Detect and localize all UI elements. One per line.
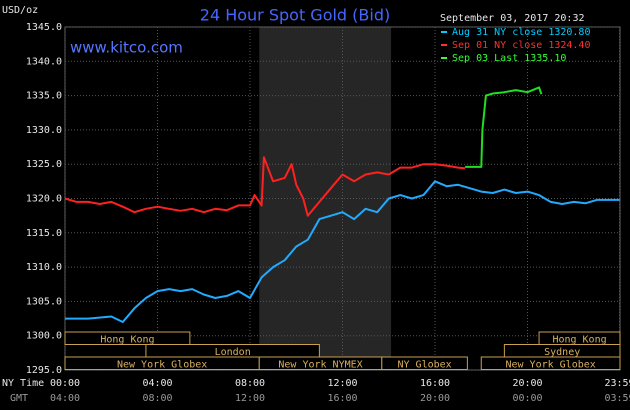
y-tick-label: 1325.0 bbox=[26, 159, 62, 170]
x-tick-label: 00:00 bbox=[50, 378, 80, 389]
y-tick-label: 1345.0 bbox=[26, 22, 62, 33]
x-tick-label: 23:59 bbox=[604, 378, 630, 389]
price-line bbox=[465, 86, 543, 168]
grid-layer bbox=[64, 26, 621, 371]
y-tick-label: 1310.0 bbox=[26, 262, 62, 273]
legend-label: Sep 01 NY close 1324.40 bbox=[452, 40, 590, 51]
y-tick-label: 1315.0 bbox=[26, 228, 62, 239]
session-label: Hong Kong bbox=[552, 334, 606, 345]
x2-axis-label: GMT bbox=[10, 393, 28, 404]
session-box bbox=[381, 356, 468, 370]
session-label: New York NYMEX bbox=[278, 359, 362, 370]
session-label: London bbox=[215, 347, 251, 358]
y-tick-label: 1335.0 bbox=[26, 91, 62, 102]
session-box bbox=[480, 356, 621, 370]
x2-tick-label: 08:00 bbox=[142, 393, 172, 404]
watermark: www.kitco.com bbox=[70, 39, 183, 57]
price-line bbox=[64, 156, 466, 217]
session-label: NY Globex bbox=[398, 359, 452, 370]
x-tick-label: 08:00 bbox=[235, 378, 265, 389]
chart-title: 24 Hour Spot Gold (Bid) bbox=[200, 6, 390, 25]
x-axis-label: NY Time bbox=[2, 378, 44, 389]
y-tick-label: 1305.0 bbox=[26, 296, 62, 307]
line-layer bbox=[64, 86, 620, 323]
price-line bbox=[65, 180, 620, 323]
session-label: New York Globex bbox=[505, 359, 595, 370]
x-tick-label: 20:00 bbox=[512, 378, 542, 389]
session-label: New York Globex bbox=[117, 359, 207, 370]
x-tick-label: 16:00 bbox=[420, 378, 450, 389]
legend-label: Aug 31 NY close 1320.80 bbox=[452, 27, 590, 38]
session-box bbox=[64, 331, 191, 345]
x2-tick-label: 03:59 bbox=[604, 393, 630, 404]
x2-tick-label: 16:00 bbox=[327, 393, 357, 404]
text-layer: USD/oz 24 Hour Spot Gold (Bid) www.kitco… bbox=[2, 5, 630, 404]
y-tick-label: 1320.0 bbox=[26, 194, 62, 205]
y-tick-label: 1300.0 bbox=[26, 331, 62, 342]
x-tick-label: 12:00 bbox=[327, 378, 357, 389]
x-tick-label: 04:00 bbox=[142, 378, 172, 389]
x2-tick-label: 20:00 bbox=[420, 393, 450, 404]
x2-tick-label: 00:00 bbox=[512, 393, 542, 404]
y-tick-label: 1295.0 bbox=[26, 365, 62, 376]
legend-label: Sep 03 Last 1335.10 bbox=[452, 53, 566, 64]
y-tick-label: 1340.0 bbox=[26, 56, 62, 67]
y-tick-label: 1330.0 bbox=[26, 125, 62, 136]
session-label: Hong Kong bbox=[100, 334, 154, 345]
x2-tick-label: 12:00 bbox=[235, 393, 265, 404]
session-label: Sydney bbox=[544, 347, 580, 358]
x2-tick-label: 04:00 bbox=[50, 393, 80, 404]
timestamp: September 03, 2017 20:32 bbox=[440, 13, 585, 24]
y-axis-label: USD/oz bbox=[2, 5, 38, 16]
